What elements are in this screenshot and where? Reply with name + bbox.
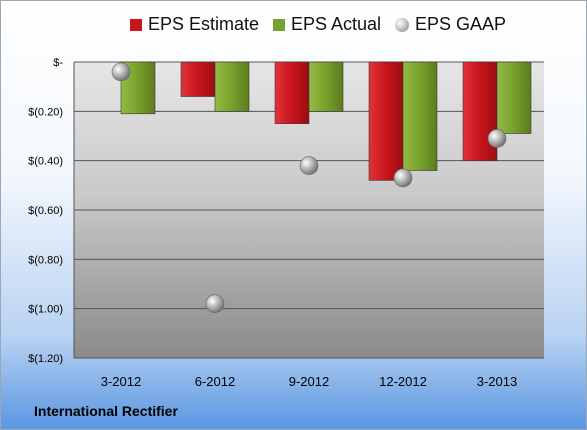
marker-eps-gaap (393, 168, 413, 188)
x-category-label: 3-2013 (477, 374, 517, 389)
bar-eps-actual (214, 61, 250, 112)
legend-sphere-gray (395, 17, 409, 32)
bar-eps-estimate (180, 61, 216, 97)
x-category-label: 12-2012 (379, 374, 427, 389)
y-tick-label: $- (53, 57, 63, 69)
x-category-label: 9-2012 (289, 374, 329, 389)
legend-swatch-red (130, 18, 142, 31)
marker-eps-gaap (111, 62, 131, 82)
legend-label: EPS Actual (291, 14, 382, 34)
gaap-markers (111, 62, 507, 314)
bar-eps-actual (308, 61, 344, 112)
y-tick-label: $(1.00) (28, 304, 63, 316)
chart-legend: EPS Estimate EPS Actual EPS GAAP (0, 14, 587, 44)
marker-eps-gaap (299, 156, 319, 175)
y-tick-label: $(0.40) (28, 156, 63, 168)
bar-eps-actual (402, 61, 438, 171)
marker-eps-gaap (487, 129, 507, 148)
legend-item-eps-actual: EPS Actual (273, 14, 381, 35)
legend-item-eps-gaap: EPS GAAP (395, 14, 506, 35)
x-category-label: 3-2012 (101, 374, 141, 389)
company-label: International Rectifier (34, 403, 178, 419)
y-tick-label: $(0.60) (28, 205, 63, 217)
legend-swatch-green (273, 18, 285, 31)
y-axis-ticks: $- $(0.20) $(0.40) $(0.60) $(0.80) $(1.00) $(1… (28, 57, 63, 365)
x-category-label: 6-2012 (195, 374, 235, 389)
bar-eps-estimate (368, 61, 404, 181)
y-tick-label: $(0.20) (28, 106, 63, 118)
bar-eps-actual (496, 61, 532, 134)
y-tick-label: $(0.80) (28, 254, 63, 266)
y-tick-label: $(1.20) (28, 353, 63, 365)
bar-eps-estimate (274, 61, 310, 124)
marker-eps-gaap (205, 294, 225, 314)
legend-item-eps-estimate: EPS Estimate (130, 14, 259, 35)
legend-label: EPS GAAP (415, 14, 507, 34)
legend-label: EPS Estimate (148, 14, 260, 34)
x-axis-categories: 3-2012 6-2012 9-2012 12-2012 3-2013 (101, 374, 517, 389)
